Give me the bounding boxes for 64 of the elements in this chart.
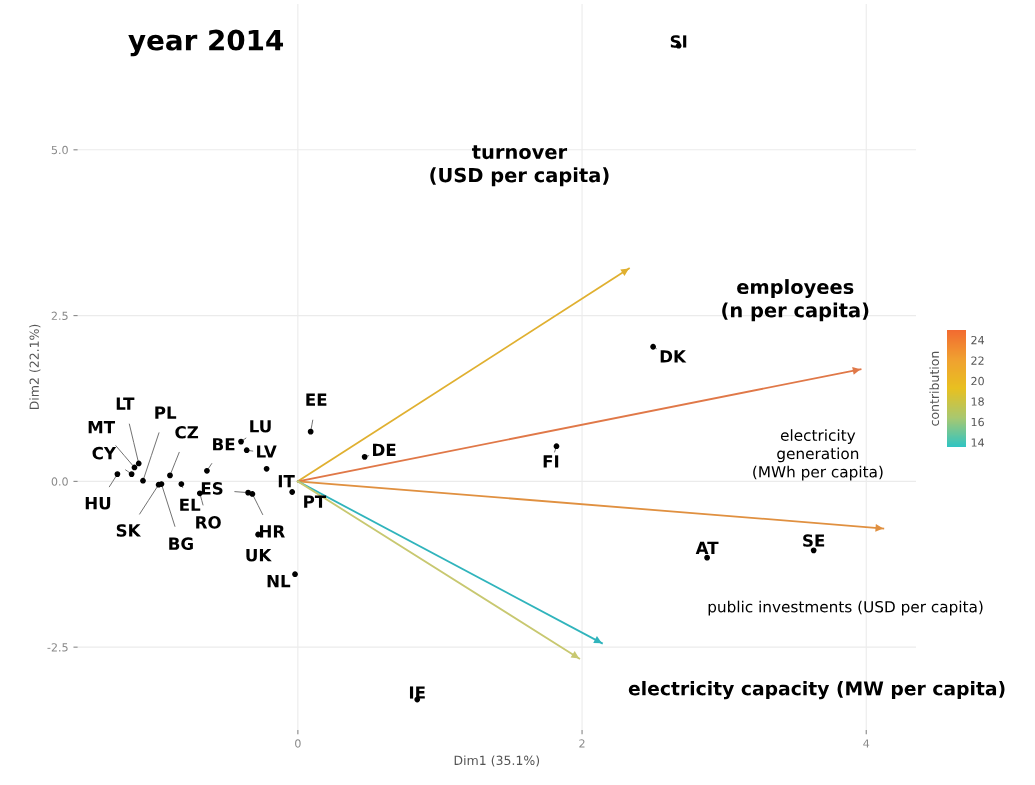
point	[114, 471, 121, 477]
point	[167, 472, 173, 479]
color-bar-label: 20	[971, 376, 984, 386]
annotation: LV	[257, 445, 277, 458]
annotation: electricity generation (MWh per capita)	[753, 429, 883, 481]
point	[245, 489, 252, 496]
y-tick-label: -2.5	[47, 643, 68, 652]
point	[131, 464, 138, 471]
x-tick-label: 2	[579, 739, 585, 748]
color-bar-label: 14	[971, 438, 985, 447]
color-bar-label: 18	[971, 397, 984, 406]
point	[553, 443, 560, 450]
color-bar-label: 22	[971, 356, 984, 365]
annotation: FI	[543, 455, 559, 468]
annotation: LU	[250, 420, 271, 433]
annotation: CZ	[175, 425, 199, 439]
annotation: HR	[259, 525, 285, 538]
point	[243, 447, 250, 454]
x-axis-title: Dim1 (35.1%)	[454, 755, 540, 767]
annotation: UK	[246, 549, 272, 562]
annotation: DE	[373, 443, 396, 456]
annotation: SE	[803, 534, 825, 547]
point	[650, 343, 656, 350]
annotation: BE	[213, 438, 235, 451]
annotation: HU	[85, 497, 111, 510]
annotation: PT	[304, 495, 327, 508]
annotation: MT	[88, 421, 116, 434]
point	[128, 471, 135, 477]
annotation: DK	[660, 350, 687, 363]
point	[204, 467, 210, 474]
annotation: IE	[409, 686, 425, 699]
point	[178, 481, 185, 487]
y-tick-label: 0.0	[51, 477, 68, 486]
point	[135, 460, 142, 467]
point	[249, 491, 256, 497]
annotation: electricity capacity (MW per capita)	[628, 680, 1005, 700]
y-axis-title: Dim2 (22.1%)	[29, 324, 41, 410]
annotation: RO	[196, 516, 221, 529]
annotation: EL	[180, 498, 201, 511]
annotation: PL	[155, 406, 177, 419]
annotation: LT	[116, 397, 135, 410]
annotation: BG	[169, 537, 193, 550]
annotation: NL	[267, 575, 291, 588]
annotation: AT	[695, 541, 719, 554]
color-bar-title: contribution	[929, 351, 940, 426]
point	[307, 428, 314, 435]
annotation: SK	[116, 524, 142, 537]
text: year 2014	[128, 29, 284, 57]
color-bar-label: 24	[971, 335, 985, 345]
annotation: EE	[306, 393, 327, 406]
point	[140, 477, 146, 484]
color-bar-label: 16	[971, 417, 984, 427]
y-tick-label: 5.0	[51, 145, 68, 155]
annotation: IT	[278, 475, 295, 488]
annotation: ES	[201, 482, 223, 495]
y-tick-label: 2.5	[51, 311, 68, 320]
annotation: turnover (USD per capita)	[430, 145, 609, 187]
point	[361, 453, 368, 460]
x-tick-label: 4	[863, 739, 870, 748]
annotation: public investments (USD per capita)	[708, 600, 983, 616]
x-tick-label: 0	[295, 739, 301, 748]
annotation: CY	[92, 446, 117, 460]
point	[238, 438, 244, 445]
annotation: employees (n per capita)	[722, 279, 869, 322]
